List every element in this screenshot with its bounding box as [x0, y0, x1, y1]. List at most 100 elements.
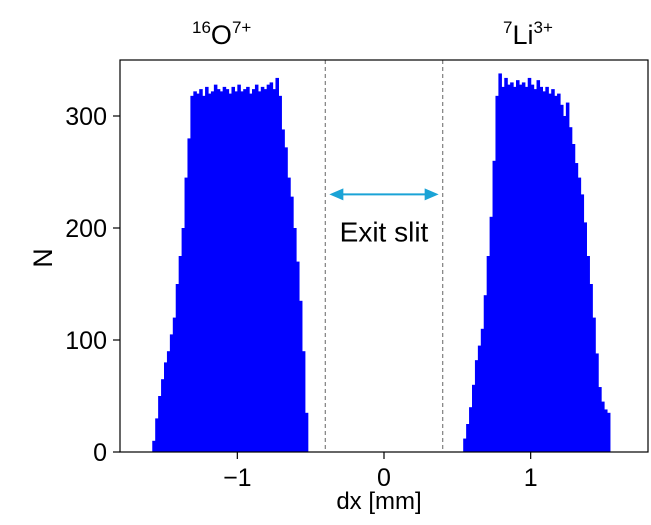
histogram-bar-0-52	[304, 412, 309, 452]
histogram-bar-1-41	[583, 222, 587, 452]
x-tick-label: 0	[377, 464, 391, 492]
arrow-head-right	[424, 188, 439, 201]
x-tick-label: −1	[223, 464, 252, 492]
histogram-bar-0-26	[228, 93, 233, 452]
histogram-bar-0-2	[158, 396, 162, 452]
exit-slit-lines	[324, 60, 444, 452]
histogram-bar-1-14	[504, 77, 508, 453]
y-tick-label: 100	[65, 327, 107, 355]
histogram-bar-0-21	[213, 84, 218, 452]
histogram-bar-1-34	[562, 116, 567, 452]
histogram-bar-1-42	[586, 256, 590, 452]
histogram-bar-0-12	[187, 138, 191, 452]
histogram-bar-0-13	[190, 95, 194, 452]
histogram-bar-0-20	[210, 91, 215, 453]
histogram-bar-1-9	[489, 216, 494, 452]
y-tick-label: 300	[65, 103, 107, 131]
histogram-bar-0-32	[246, 86, 250, 452]
histogram-bar-1-31	[554, 95, 558, 452]
ion-label-oxygen: 16O7+	[192, 18, 251, 51]
histogram-bar-0-51	[301, 351, 306, 452]
histogram-bar-1-6	[480, 328, 485, 452]
histogram-bar-0-33	[249, 93, 253, 452]
histogram-bar-0-14	[193, 91, 197, 453]
ion-label-lithium: 7Li3+	[503, 18, 553, 51]
histogram-bar-1-8	[486, 256, 491, 452]
histogram-bar-1-44	[592, 317, 596, 452]
histogram-bar-0-7	[172, 317, 177, 452]
histogram-bar-1-45	[595, 353, 599, 452]
x-axis-ticks: −1 0 1	[223, 452, 538, 492]
histogram-bar-0-19	[208, 93, 212, 452]
histogram-bar-1-22	[527, 77, 532, 453]
histogram-bar-0-22	[216, 89, 221, 453]
histogram-bars	[152, 73, 611, 453]
histogram-bar-0-48	[293, 228, 297, 452]
histogram-bar-1-1	[466, 424, 470, 452]
histogram-bar-1-7	[483, 295, 488, 452]
histogram-bar-1-11	[495, 95, 499, 452]
histogram-bar-1-24	[533, 89, 538, 453]
histogram-bar-1-29	[548, 93, 552, 452]
histogram-bar-0-35	[254, 84, 259, 452]
histogram-bar-1-10	[492, 160, 497, 453]
histogram-bar-0-47	[290, 196, 294, 452]
ion-label-lithium-charge: 3+	[533, 18, 553, 37]
histogram-bar-1-20	[521, 82, 526, 453]
histogram-bar-1-28	[545, 86, 549, 452]
histogram-bar-0-15	[196, 93, 200, 452]
histogram-bar-0-40	[269, 82, 274, 453]
histogram-bar-0-31	[243, 89, 247, 453]
histogram-bar-1-19	[518, 84, 523, 452]
histogram-bar-1-37	[571, 144, 576, 452]
histogram-bar-0-23	[219, 91, 224, 453]
ion-label-oxygen-mass: 16	[192, 18, 211, 37]
ion-label-oxygen-symbol: O	[210, 20, 232, 50]
exit-slit-arrow	[329, 188, 439, 201]
y-axis-label: N	[28, 248, 58, 268]
histogram-bar-0-9	[178, 256, 183, 452]
histogram-bar-1-32	[557, 93, 561, 452]
ion-label-lithium-mass: 7	[503, 18, 513, 37]
histogram-bar-0-18	[205, 86, 209, 452]
histogram-bar-0-11	[184, 177, 189, 452]
histogram-bar-1-35	[565, 102, 570, 452]
histogram-bar-1-43	[589, 284, 593, 452]
histogram-bar-0-25	[225, 89, 230, 453]
histogram-bar-0-50	[298, 300, 303, 452]
y-axis-ticks: 0 100 200 300	[65, 103, 120, 467]
histogram-bar-0-5	[166, 351, 171, 452]
histogram-bar-0-17	[202, 95, 206, 452]
x-tick-label: 1	[524, 464, 538, 492]
histogram-bar-1-47	[601, 401, 605, 452]
ion-label-oxygen-charge: 7+	[231, 18, 252, 37]
histogram-bar-0-10	[181, 228, 186, 452]
histogram-bar-0-38	[263, 89, 268, 453]
histogram-bar-0-30	[240, 91, 244, 453]
histogram-bar-0-3	[161, 379, 165, 452]
histogram-bar-1-30	[551, 89, 555, 453]
ion-label-lithium-symbol: Li	[512, 20, 534, 50]
histogram-bar-0-1	[155, 418, 159, 452]
histogram-bar-0-41	[272, 89, 277, 453]
histogram-bar-1-17	[513, 86, 517, 452]
histogram-bar-0-24	[222, 86, 227, 452]
histogram-bar-1-33	[560, 104, 564, 453]
histogram-bar-1-38	[574, 163, 579, 453]
histogram-bar-0-34	[252, 89, 256, 453]
histogram-bar-0-28	[234, 91, 238, 453]
histogram-bar-1-5	[477, 345, 482, 452]
histogram-bar-1-40	[580, 194, 585, 452]
histogram-bar-1-23	[530, 84, 535, 452]
histogram-bar-0-27	[231, 86, 235, 452]
histogram-bar-1-26	[539, 86, 543, 452]
histogram-bar-0-43	[278, 95, 282, 452]
histogram-bar-0-37	[260, 86, 265, 452]
histogram-bar-1-21	[524, 86, 529, 452]
histogram-bar-0-29	[237, 84, 241, 452]
histogram-bar-0-8	[175, 284, 180, 452]
histogram-bar-1-39	[577, 177, 582, 452]
histogram-bar-1-0	[463, 438, 467, 452]
histogram-bar-1-16	[510, 82, 514, 453]
